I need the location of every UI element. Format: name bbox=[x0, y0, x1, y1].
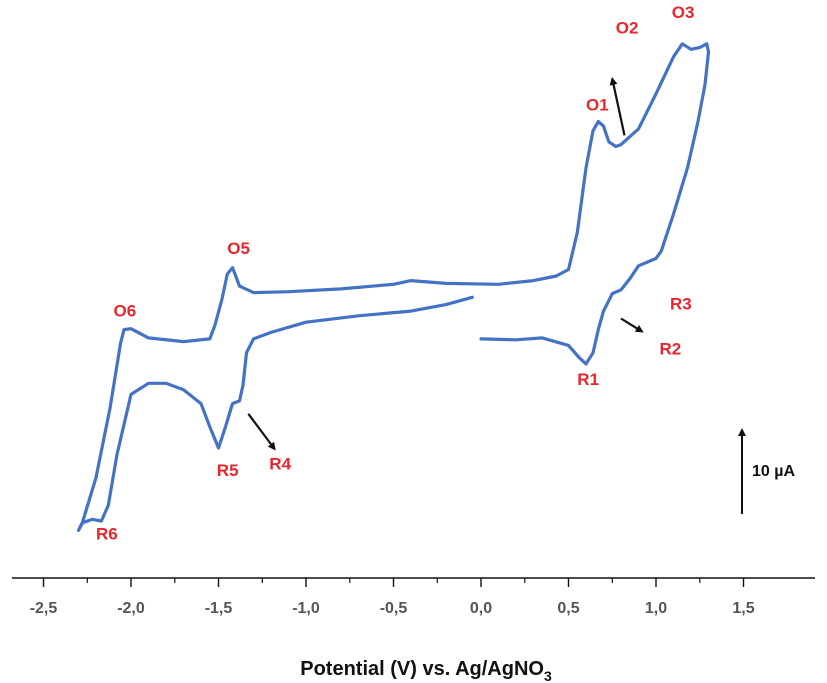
x-tick-label: -2,5 bbox=[30, 600, 58, 617]
x-tick-label: 0,0 bbox=[470, 600, 492, 617]
annotation-arrow-1 bbox=[609, 76, 626, 136]
annotation-arrow-3 bbox=[247, 413, 276, 451]
scale-bar-label: 10 µA bbox=[752, 463, 795, 480]
x-tick-label: -2,0 bbox=[117, 600, 145, 617]
peak-label-o5: O5 bbox=[227, 239, 250, 258]
x-axis-title: Potential (V) vs. Ag/AgNO3 bbox=[300, 658, 552, 683]
peak-label-o6: O6 bbox=[114, 302, 137, 321]
peak-label-r5: R5 bbox=[217, 461, 239, 480]
peak-label-o2: O2 bbox=[616, 19, 639, 38]
x-tick-label: -1,5 bbox=[205, 600, 233, 617]
x-axis-title-main: Potential (V) vs. Ag/AgNO bbox=[300, 658, 544, 680]
peak-label-r1: R1 bbox=[577, 370, 599, 389]
peak-label-r3: R3 bbox=[670, 294, 692, 313]
peak-label-r4: R4 bbox=[269, 454, 291, 473]
peak-label-o3: O3 bbox=[672, 3, 695, 22]
x-axis-title-subscript: 3 bbox=[544, 668, 552, 683]
annotation-arrow-2 bbox=[620, 317, 644, 333]
x-tick-label: 0,5 bbox=[557, 600, 579, 617]
x-tick-label: -1,0 bbox=[292, 600, 320, 617]
peak-label-r2: R2 bbox=[660, 340, 682, 359]
x-tick-label: 1,0 bbox=[645, 600, 667, 617]
peak-label-r6: R6 bbox=[96, 525, 118, 544]
peak-label-o1: O1 bbox=[586, 95, 609, 114]
x-tick-label: 1,5 bbox=[732, 600, 754, 617]
x-tick-label: -0,5 bbox=[380, 600, 408, 617]
cv-curve-series-1 bbox=[76, 42, 711, 532]
